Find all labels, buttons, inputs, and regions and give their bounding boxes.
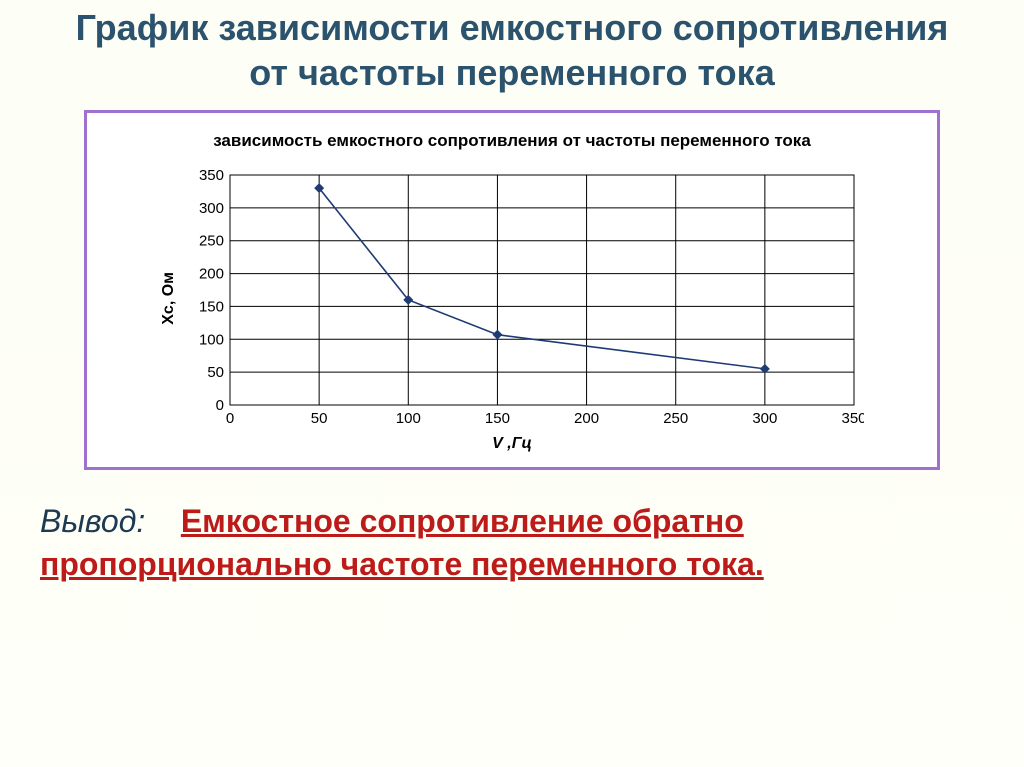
x-tick-label: 150 <box>485 410 510 427</box>
conclusion-lead: Вывод: <box>40 503 145 539</box>
x-tick-label: 300 <box>752 410 777 427</box>
chart-svg: 0 50 100 150 200 250 300 350 0 50 100 150 200 250 300 3… <box>184 169 864 429</box>
plot-wrap: Хс, Ом 0 50 100 150 200 250 300 350 0 50 100 150 200… <box>97 169 927 429</box>
y-axis-label: Хс, Ом <box>160 272 178 325</box>
conclusion: Вывод: Емкостное сопротивление обратно п… <box>40 500 984 586</box>
x-tick-label: 200 <box>574 410 599 427</box>
chart-svg-holder: 0 50 100 150 200 250 300 350 0 50 100 150 200 250 300 3… <box>184 169 864 429</box>
x-tick-label: 50 <box>311 410 328 427</box>
x-tick-label: 0 <box>226 410 234 427</box>
y-tick-label: 0 <box>216 397 224 414</box>
y-tick-label: 50 <box>207 364 224 381</box>
x-tick-label: 350 <box>841 410 864 427</box>
y-tick-label: 150 <box>199 298 224 315</box>
y-tick-label: 300 <box>199 200 224 217</box>
y-tick-label: 100 <box>199 331 224 348</box>
chart-container: зависимость емкостного сопротивления от … <box>84 110 940 470</box>
slide: График зависимости емкостного сопротивле… <box>0 0 1024 767</box>
y-tick-label: 350 <box>199 169 224 184</box>
x-tick-label: 250 <box>663 410 688 427</box>
chart-title: зависимость емкостного сопротивления от … <box>177 129 847 153</box>
y-tick-label: 200 <box>199 265 224 282</box>
y-tick-label: 250 <box>199 233 224 250</box>
x-axis-label: V ,Гц <box>97 435 927 453</box>
conclusion-statement: Емкостное сопротивление обратно пропорци… <box>40 503 764 582</box>
page-title: График зависимости емкостного сопротивле… <box>0 0 1024 105</box>
x-tick-label: 100 <box>396 410 421 427</box>
